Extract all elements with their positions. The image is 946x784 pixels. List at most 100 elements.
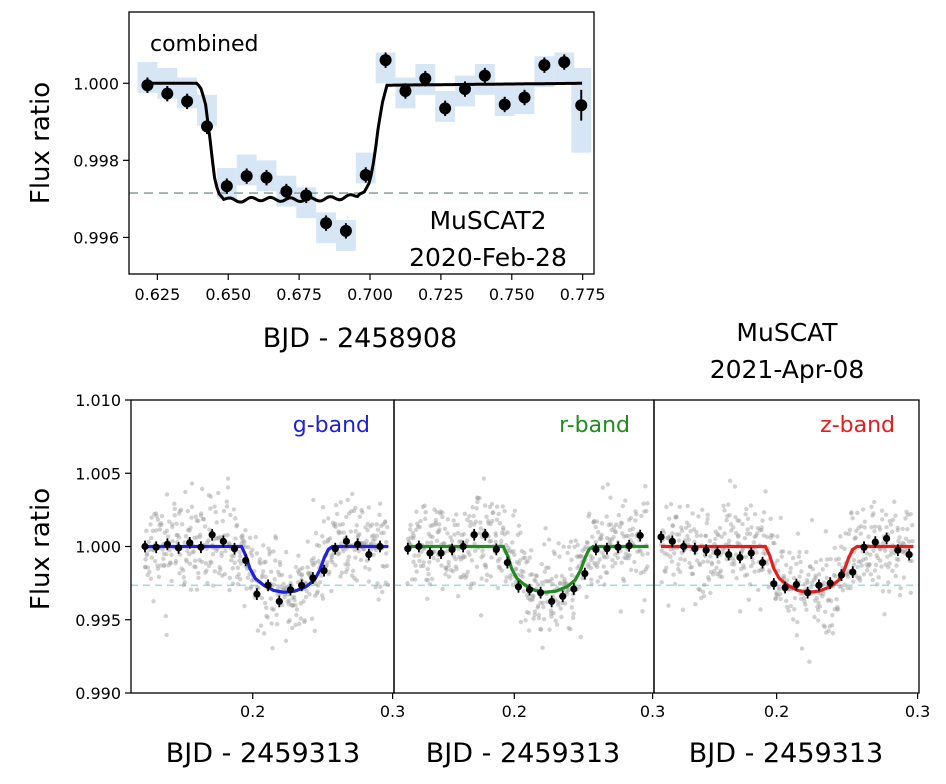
- raw-point: [338, 530, 343, 535]
- raw-point: [162, 562, 167, 568]
- raw-point: [467, 552, 472, 557]
- raw-point: [460, 555, 466, 560]
- raw-point: [149, 555, 155, 560]
- z-x-axis-label: BJD - 2459313: [689, 738, 883, 769]
- raw-point: [474, 564, 480, 570]
- raw-point: [743, 554, 748, 560]
- raw-point: [761, 533, 767, 538]
- raw-point: [144, 553, 149, 558]
- binned-point: [331, 545, 339, 553]
- binned-point: [548, 597, 556, 606]
- raw-point: [452, 532, 457, 537]
- top-panel: 0.625 0.650 0.675 0.700 0.725 0.750 0.775 0.99…: [26, 11, 606, 354]
- raw-point: [259, 575, 265, 580]
- raw-point: [680, 607, 686, 613]
- raw-point: [856, 559, 861, 564]
- binned-point: [152, 543, 160, 551]
- raw-point: [421, 560, 426, 565]
- raw-point: [282, 594, 287, 600]
- raw-point: [143, 564, 148, 570]
- raw-point: [334, 511, 340, 517]
- raw-point: [716, 533, 721, 538]
- raw-point: [859, 563, 864, 568]
- raw-point: [530, 572, 535, 577]
- raw-point: [879, 517, 885, 522]
- raw-point: [569, 557, 574, 563]
- raw-point: [145, 565, 151, 570]
- raw-point: [421, 563, 426, 569]
- raw-point: [525, 558, 530, 564]
- raw-point: [753, 533, 759, 539]
- raw-point: [817, 604, 823, 609]
- raw-point: [161, 556, 166, 561]
- raw-point: [799, 569, 804, 574]
- raw-point: [767, 570, 772, 575]
- raw-point: [773, 596, 778, 601]
- raw-point: [199, 486, 205, 492]
- raw-point: [253, 534, 259, 540]
- raw-point: [257, 557, 263, 562]
- raw-point: [433, 520, 439, 525]
- raw-point: [869, 504, 874, 510]
- raw-point: [777, 587, 782, 592]
- raw-point: [571, 611, 576, 616]
- raw-point: [719, 574, 725, 580]
- raw-point: [232, 560, 237, 566]
- binned-point: [702, 546, 710, 554]
- raw-point: [565, 587, 571, 593]
- raw-point: [513, 579, 519, 585]
- raw-point: [277, 562, 283, 568]
- raw-point: [182, 540, 187, 545]
- raw-point: [231, 507, 237, 512]
- raw-point: [151, 599, 156, 604]
- raw-point: [516, 561, 522, 566]
- raw-point: [832, 607, 837, 612]
- raw-point: [196, 518, 201, 524]
- r-band-panel: 0.2 0.3 r-band: [393, 399, 665, 721]
- raw-point: [484, 578, 489, 583]
- raw-point: [371, 538, 376, 543]
- raw-point: [832, 545, 837, 551]
- raw-point: [424, 577, 429, 583]
- raw-point: [261, 543, 266, 548]
- raw-point: [579, 554, 584, 559]
- raw-point: [558, 606, 563, 611]
- raw-point: [625, 553, 631, 558]
- x-tick-label: 0.2: [502, 702, 527, 721]
- raw-point: [502, 508, 507, 514]
- raw-point: [275, 569, 281, 575]
- raw-point: [611, 534, 616, 540]
- raw-point: [187, 561, 193, 567]
- raw-point: [541, 617, 547, 622]
- raw-point: [794, 561, 799, 567]
- raw-point: [469, 558, 475, 563]
- raw-point: [792, 595, 798, 601]
- raw-point: [182, 580, 187, 585]
- raw-point: [549, 576, 555, 582]
- raw-point: [643, 483, 648, 489]
- raw-point: [904, 509, 909, 514]
- raw-point: [164, 528, 170, 533]
- raw-point: [645, 551, 650, 556]
- raw-point: [263, 559, 268, 565]
- raw-point: [172, 513, 177, 518]
- raw-point: [531, 593, 536, 599]
- raw-point: [744, 572, 750, 577]
- raw-point: [642, 597, 647, 603]
- raw-point: [435, 558, 441, 563]
- raw-point: [609, 537, 615, 542]
- raw-point: [384, 539, 389, 545]
- raw-point: [189, 504, 195, 510]
- raw-point: [629, 532, 635, 538]
- raw-point: [818, 591, 823, 597]
- raw-point: [462, 511, 468, 516]
- raw-point: [871, 548, 876, 553]
- raw-point: [208, 559, 213, 565]
- raw-point: [599, 521, 605, 526]
- raw-point: [287, 618, 292, 623]
- binned-point: [437, 549, 445, 557]
- x-tick-label: 0.700: [347, 285, 393, 304]
- g-band-panel: 0.2 0.3 0.990 0.995 1.000 1.005 1.010 g-band: [75, 391, 405, 721]
- raw-point: [572, 544, 577, 550]
- raw-point: [281, 581, 286, 586]
